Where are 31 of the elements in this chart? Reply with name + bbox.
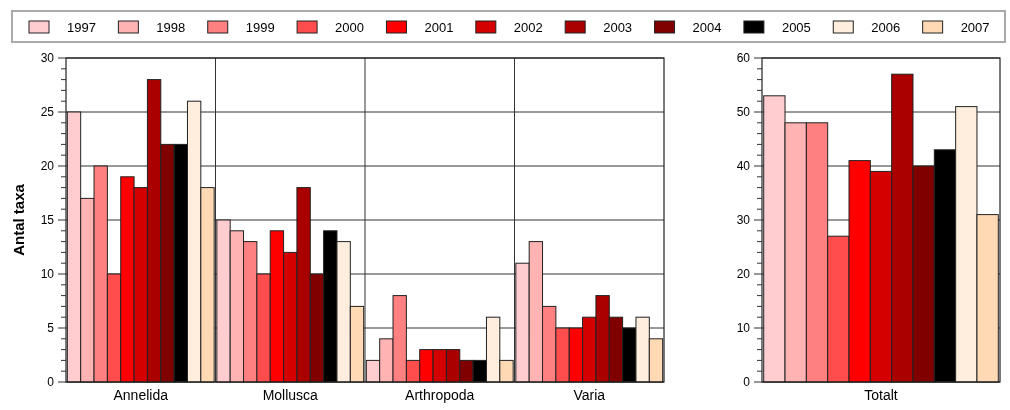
legend-label: 2006 bbox=[871, 19, 901, 35]
y-tick-label: 10 bbox=[40, 267, 55, 282]
y-tick-label: 50 bbox=[736, 105, 751, 120]
legend-label: 1998 bbox=[156, 19, 186, 35]
legend-label: 1999 bbox=[245, 19, 275, 35]
y-tick-label: 0 bbox=[743, 375, 751, 390]
y-tick-label: 20 bbox=[736, 267, 751, 282]
y-axis-title: Antal taxa bbox=[10, 183, 27, 256]
x-axis-title: Totalt bbox=[864, 387, 898, 403]
y-tick-label: 10 bbox=[736, 321, 751, 336]
legend-label: 2000 bbox=[335, 19, 365, 35]
legend-label: 2005 bbox=[781, 19, 811, 35]
y-tick-label: 60 bbox=[736, 51, 751, 66]
legend-label: 2007 bbox=[960, 19, 990, 35]
y-tick-label: 40 bbox=[736, 159, 751, 174]
x-tick-label: Mollusca bbox=[262, 387, 319, 403]
legend-label: 2003 bbox=[603, 19, 633, 35]
legend-label: 1997 bbox=[67, 19, 96, 35]
y-tick-label: 5 bbox=[47, 321, 55, 336]
y-tick-label: 0 bbox=[47, 375, 55, 390]
y-tick-label: 20 bbox=[40, 159, 55, 174]
legend-label: 2001 bbox=[424, 19, 454, 35]
legend-label: 2004 bbox=[692, 19, 722, 35]
y-tick-label: 30 bbox=[736, 213, 751, 228]
y-tick-label: 30 bbox=[40, 51, 55, 66]
y-tick-label: 25 bbox=[40, 105, 55, 120]
legend-label: 2002 bbox=[513, 19, 543, 35]
y-tick-label: 15 bbox=[40, 213, 55, 228]
x-tick-label: Arthropoda bbox=[405, 387, 475, 403]
x-tick-label: Varia bbox=[573, 387, 606, 403]
x-tick-label: Annelida bbox=[113, 387, 169, 403]
